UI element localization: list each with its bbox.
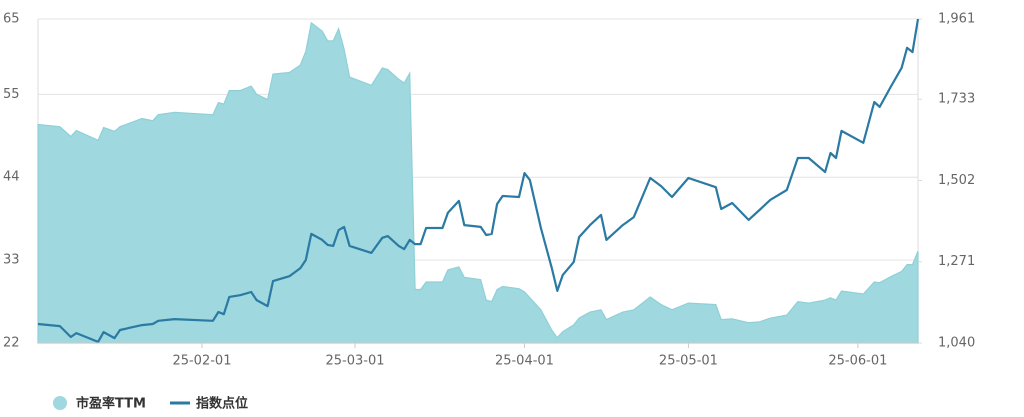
y-tick-label: 44 xyxy=(3,170,20,185)
y2-tick-label: 1,040 xyxy=(938,336,975,351)
x-tick-label: 25-04-01 xyxy=(495,354,554,369)
y2-tick-label: 1,271 xyxy=(938,254,975,269)
y2-tick-label: 1,961 xyxy=(938,12,975,27)
line xyxy=(37,18,920,343)
y2-tick-label: 1,502 xyxy=(938,173,975,188)
legend-label: 指数点位 xyxy=(196,396,248,412)
legend-label: 市盈率TTM xyxy=(76,396,146,412)
x-tick-label: 25-06-01 xyxy=(828,354,887,369)
area xyxy=(37,21,919,344)
x-tick-label: 25-02-01 xyxy=(172,354,231,369)
y-tick-label: 22 xyxy=(3,336,20,351)
x-tick-label: 25-03-01 xyxy=(326,354,385,369)
y-tick-label: 33 xyxy=(3,253,20,268)
y-tick-label: 55 xyxy=(3,87,20,102)
y2-tick-label: 1,733 xyxy=(938,92,975,107)
y-tick-label: 65 xyxy=(3,12,20,27)
x-tick-label: 25-05-01 xyxy=(659,354,718,369)
legend-marker xyxy=(53,396,67,410)
